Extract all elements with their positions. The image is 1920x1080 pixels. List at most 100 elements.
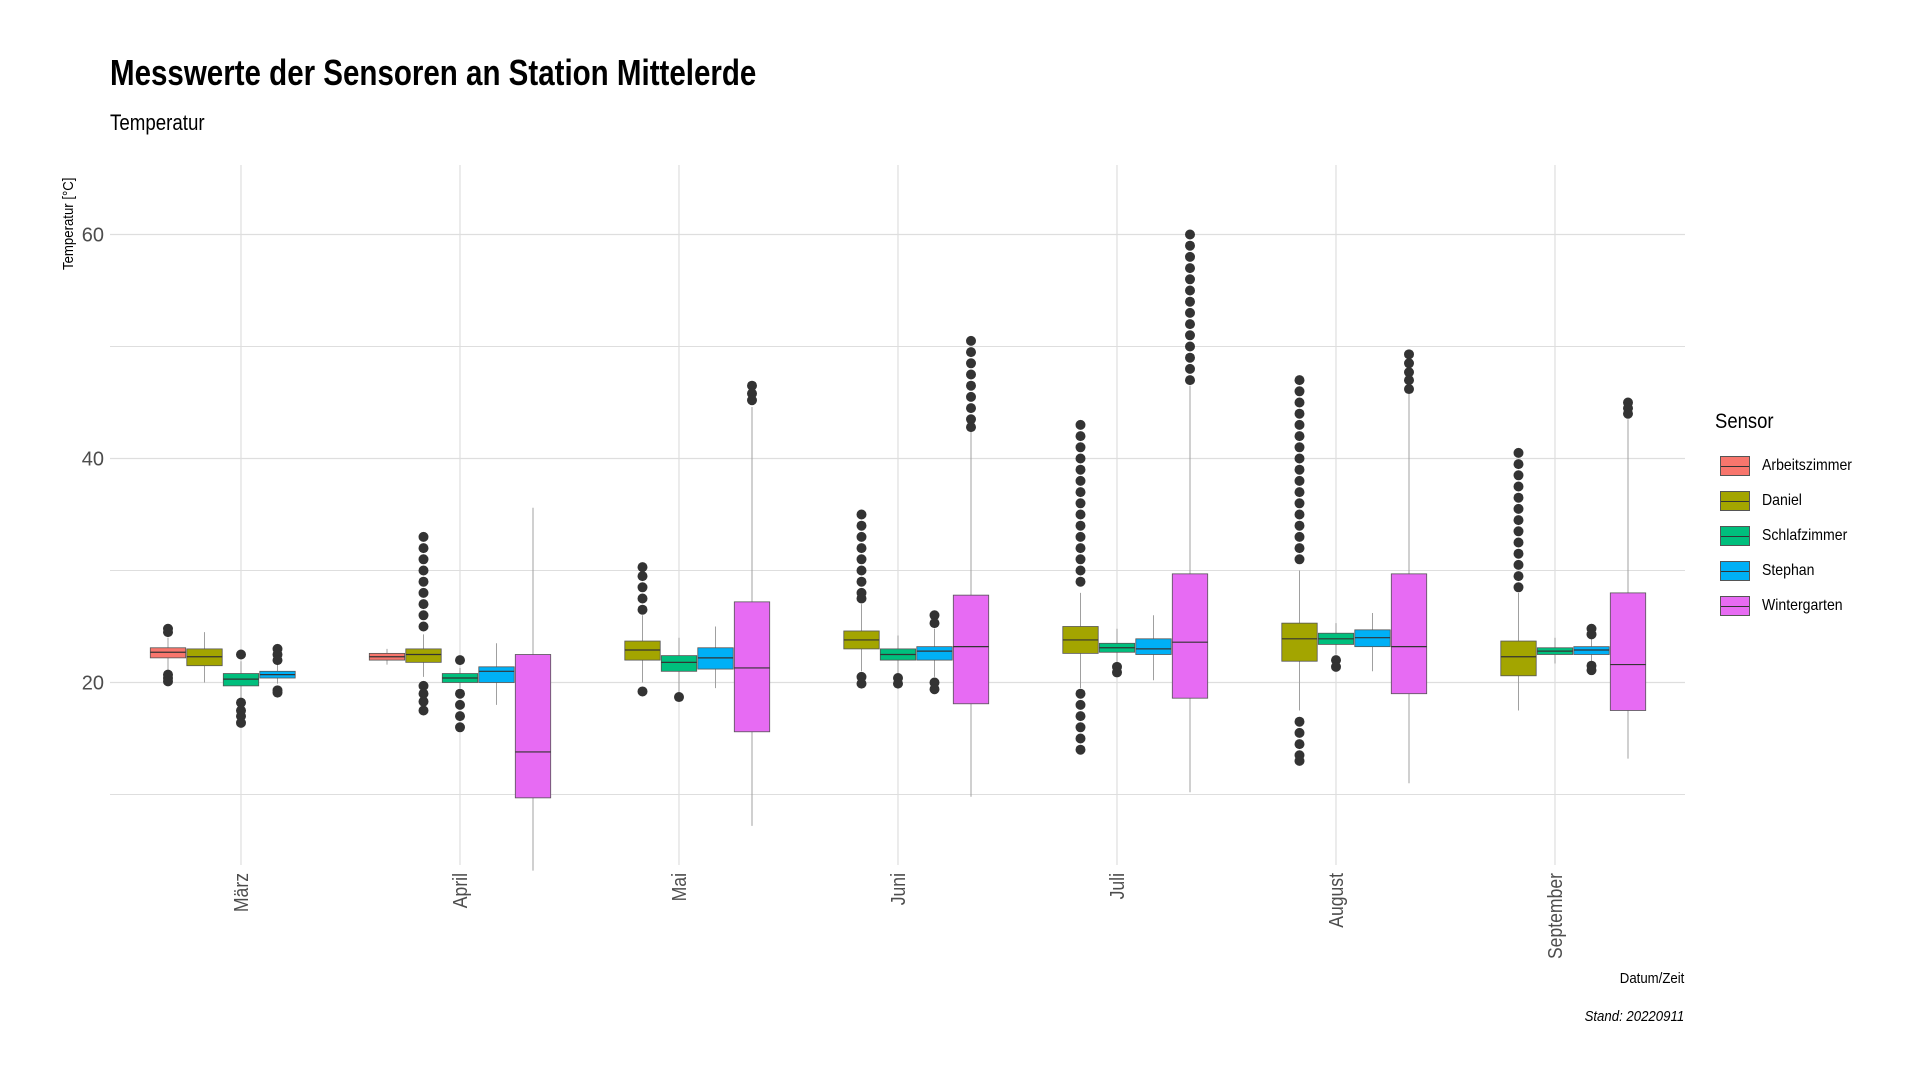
outlier-point <box>929 610 940 621</box>
box-layer <box>149 229 1647 871</box>
outlier-point <box>1185 285 1195 296</box>
outlier-point <box>1294 442 1305 453</box>
legend-key <box>1720 560 1750 581</box>
outlier-point <box>1586 665 1597 676</box>
outlier-point <box>455 688 465 699</box>
outlier-point <box>1075 531 1086 542</box>
box <box>733 601 771 733</box>
outlier-point <box>1513 537 1524 548</box>
outlier-point <box>1075 688 1086 699</box>
outlier-point <box>418 610 429 621</box>
legend: Sensor Arbeitszimmer Daniel Schlafzimmer St… <box>1715 410 1864 623</box>
y-tick-label: 40 <box>82 449 104 471</box>
outlier-point <box>418 705 429 716</box>
outlier-point <box>1075 554 1086 565</box>
box <box>916 646 953 661</box>
y-tick-label: 60 <box>82 225 104 247</box>
box <box>1500 640 1537 677</box>
outlier-point <box>418 531 429 542</box>
legend-label: Daniel <box>1762 491 1802 509</box>
legend-label: Wintergarten <box>1762 596 1843 614</box>
outlier-point <box>1185 341 1195 352</box>
outlier-point <box>1513 481 1524 492</box>
outlier-point <box>1513 559 1524 570</box>
outlier-point <box>1294 509 1305 520</box>
outlier-point <box>1294 397 1305 408</box>
outlier-point <box>1294 739 1305 750</box>
outlier-point <box>418 543 429 554</box>
outlier-point <box>966 358 976 369</box>
legend-item: Stephan <box>1715 553 1864 588</box>
outlier-point <box>455 711 465 722</box>
outlier-point <box>1185 229 1195 240</box>
outlier-point <box>418 554 429 565</box>
outlier-point <box>856 576 867 587</box>
legend-key <box>1720 455 1750 476</box>
outlier-point <box>1294 487 1305 498</box>
outlier-point <box>1185 330 1195 341</box>
outlier-point <box>1185 375 1195 386</box>
legend-item: Wintergarten <box>1715 588 1864 623</box>
outlier-point <box>1112 667 1122 678</box>
legend-item: Daniel <box>1715 483 1864 518</box>
outlier-point <box>455 722 465 733</box>
outlier-point <box>856 520 867 531</box>
x-tick-label: Juni <box>887 873 909 905</box>
outlier-point <box>1513 470 1524 481</box>
outlier-point <box>418 565 429 576</box>
x-tick-label: März <box>230 873 252 912</box>
outlier-point <box>1075 475 1086 486</box>
outlier-point <box>1294 716 1305 727</box>
outlier-point <box>1185 307 1195 318</box>
outlier-point <box>637 562 648 573</box>
outlier-point <box>1185 319 1195 330</box>
box <box>1281 622 1318 662</box>
outlier-point <box>1513 515 1524 526</box>
outlier-point <box>1294 554 1305 565</box>
outlier-point <box>1075 722 1086 733</box>
outlier-point <box>966 391 976 402</box>
box <box>660 655 698 672</box>
outlier-point <box>856 531 867 542</box>
legend-item: Schlafzimmer <box>1715 518 1864 553</box>
legend-label: Stephan <box>1762 561 1815 579</box>
outlier-point <box>856 593 867 604</box>
box <box>514 654 552 799</box>
outlier-point <box>637 582 648 593</box>
outlier-point <box>966 403 976 414</box>
outlier-point <box>455 655 465 666</box>
outlier-point <box>1294 453 1305 464</box>
outlier-point <box>418 688 429 699</box>
outlier-point <box>1185 251 1195 262</box>
box <box>1171 573 1209 699</box>
outlier-point <box>1294 543 1305 554</box>
outlier-point <box>455 699 465 710</box>
outlier-point <box>966 414 976 425</box>
outlier-point <box>1404 367 1414 378</box>
outlier-point <box>418 696 429 707</box>
outlier-point <box>1075 498 1086 509</box>
outlier-point <box>1294 520 1305 531</box>
outlier-point <box>1294 727 1305 738</box>
outlier-point <box>929 684 940 695</box>
legend-item: Arbeitszimmer <box>1715 448 1864 483</box>
outlier-point <box>1404 375 1414 386</box>
outlier-point <box>966 347 976 358</box>
outlier-point <box>747 395 757 406</box>
outlier-point <box>1075 744 1086 755</box>
outlier-point <box>856 543 867 554</box>
outlier-point <box>747 380 757 391</box>
outlier-point <box>163 676 173 687</box>
outlier-point <box>856 554 867 565</box>
outlier-point <box>418 576 429 587</box>
box <box>1390 573 1428 695</box>
legend-label: Schlafzimmer <box>1762 526 1848 544</box>
outlier-point <box>1294 475 1305 486</box>
axis-labels: 20 40 60 März April Mai Juni Juli August Septembe… <box>82 225 1566 960</box>
outlier-point <box>1294 431 1305 442</box>
outlier-point <box>1404 358 1414 369</box>
outlier-point <box>1185 274 1195 285</box>
outlier-point <box>1623 408 1633 419</box>
outlier-point <box>1294 755 1305 766</box>
